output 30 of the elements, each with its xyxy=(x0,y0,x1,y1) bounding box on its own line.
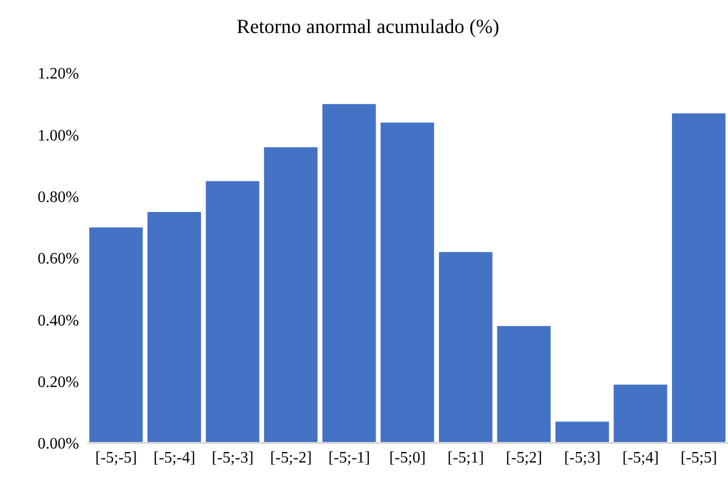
bar xyxy=(671,112,726,443)
bar xyxy=(380,122,435,443)
bar xyxy=(554,421,610,443)
y-tick-label: 1.20% xyxy=(38,66,79,83)
bar xyxy=(438,252,493,443)
y-tick-label: 0.00% xyxy=(38,436,79,453)
chart-title: Retorno anormal acumulado (%) xyxy=(236,15,500,40)
x-tick-label: [-5;-1] xyxy=(328,449,370,466)
y-tick-label: 0.40% xyxy=(38,312,79,330)
bar xyxy=(613,384,668,443)
bar xyxy=(147,212,202,443)
x-tick-label: [-5;0] xyxy=(389,449,426,466)
y-tick-label: 0.80% xyxy=(38,189,79,206)
y-tick-label: 0.20% xyxy=(38,374,79,392)
bar xyxy=(88,226,144,443)
x-tick-label: [-5;-4] xyxy=(154,449,196,466)
x-tick-label: [-5;2] xyxy=(506,449,542,466)
bar xyxy=(264,146,318,443)
bar xyxy=(205,180,260,443)
bar xyxy=(496,326,552,443)
x-tick-label: [-5;-2] xyxy=(270,449,312,466)
x-tick-label: [-5;-3] xyxy=(212,449,254,466)
y-tick-label: 0.60% xyxy=(38,250,79,268)
x-tick-label: [-5;-5] xyxy=(95,449,138,466)
x-tick-label: [-5;3] xyxy=(564,449,601,466)
bar xyxy=(322,104,376,443)
y-tick-label: 1.00% xyxy=(38,127,79,144)
x-tick-label: [-5;4] xyxy=(622,449,659,466)
x-tick-label: [-5;5] xyxy=(680,449,718,466)
x-tick-label: [-5;1] xyxy=(448,449,484,466)
